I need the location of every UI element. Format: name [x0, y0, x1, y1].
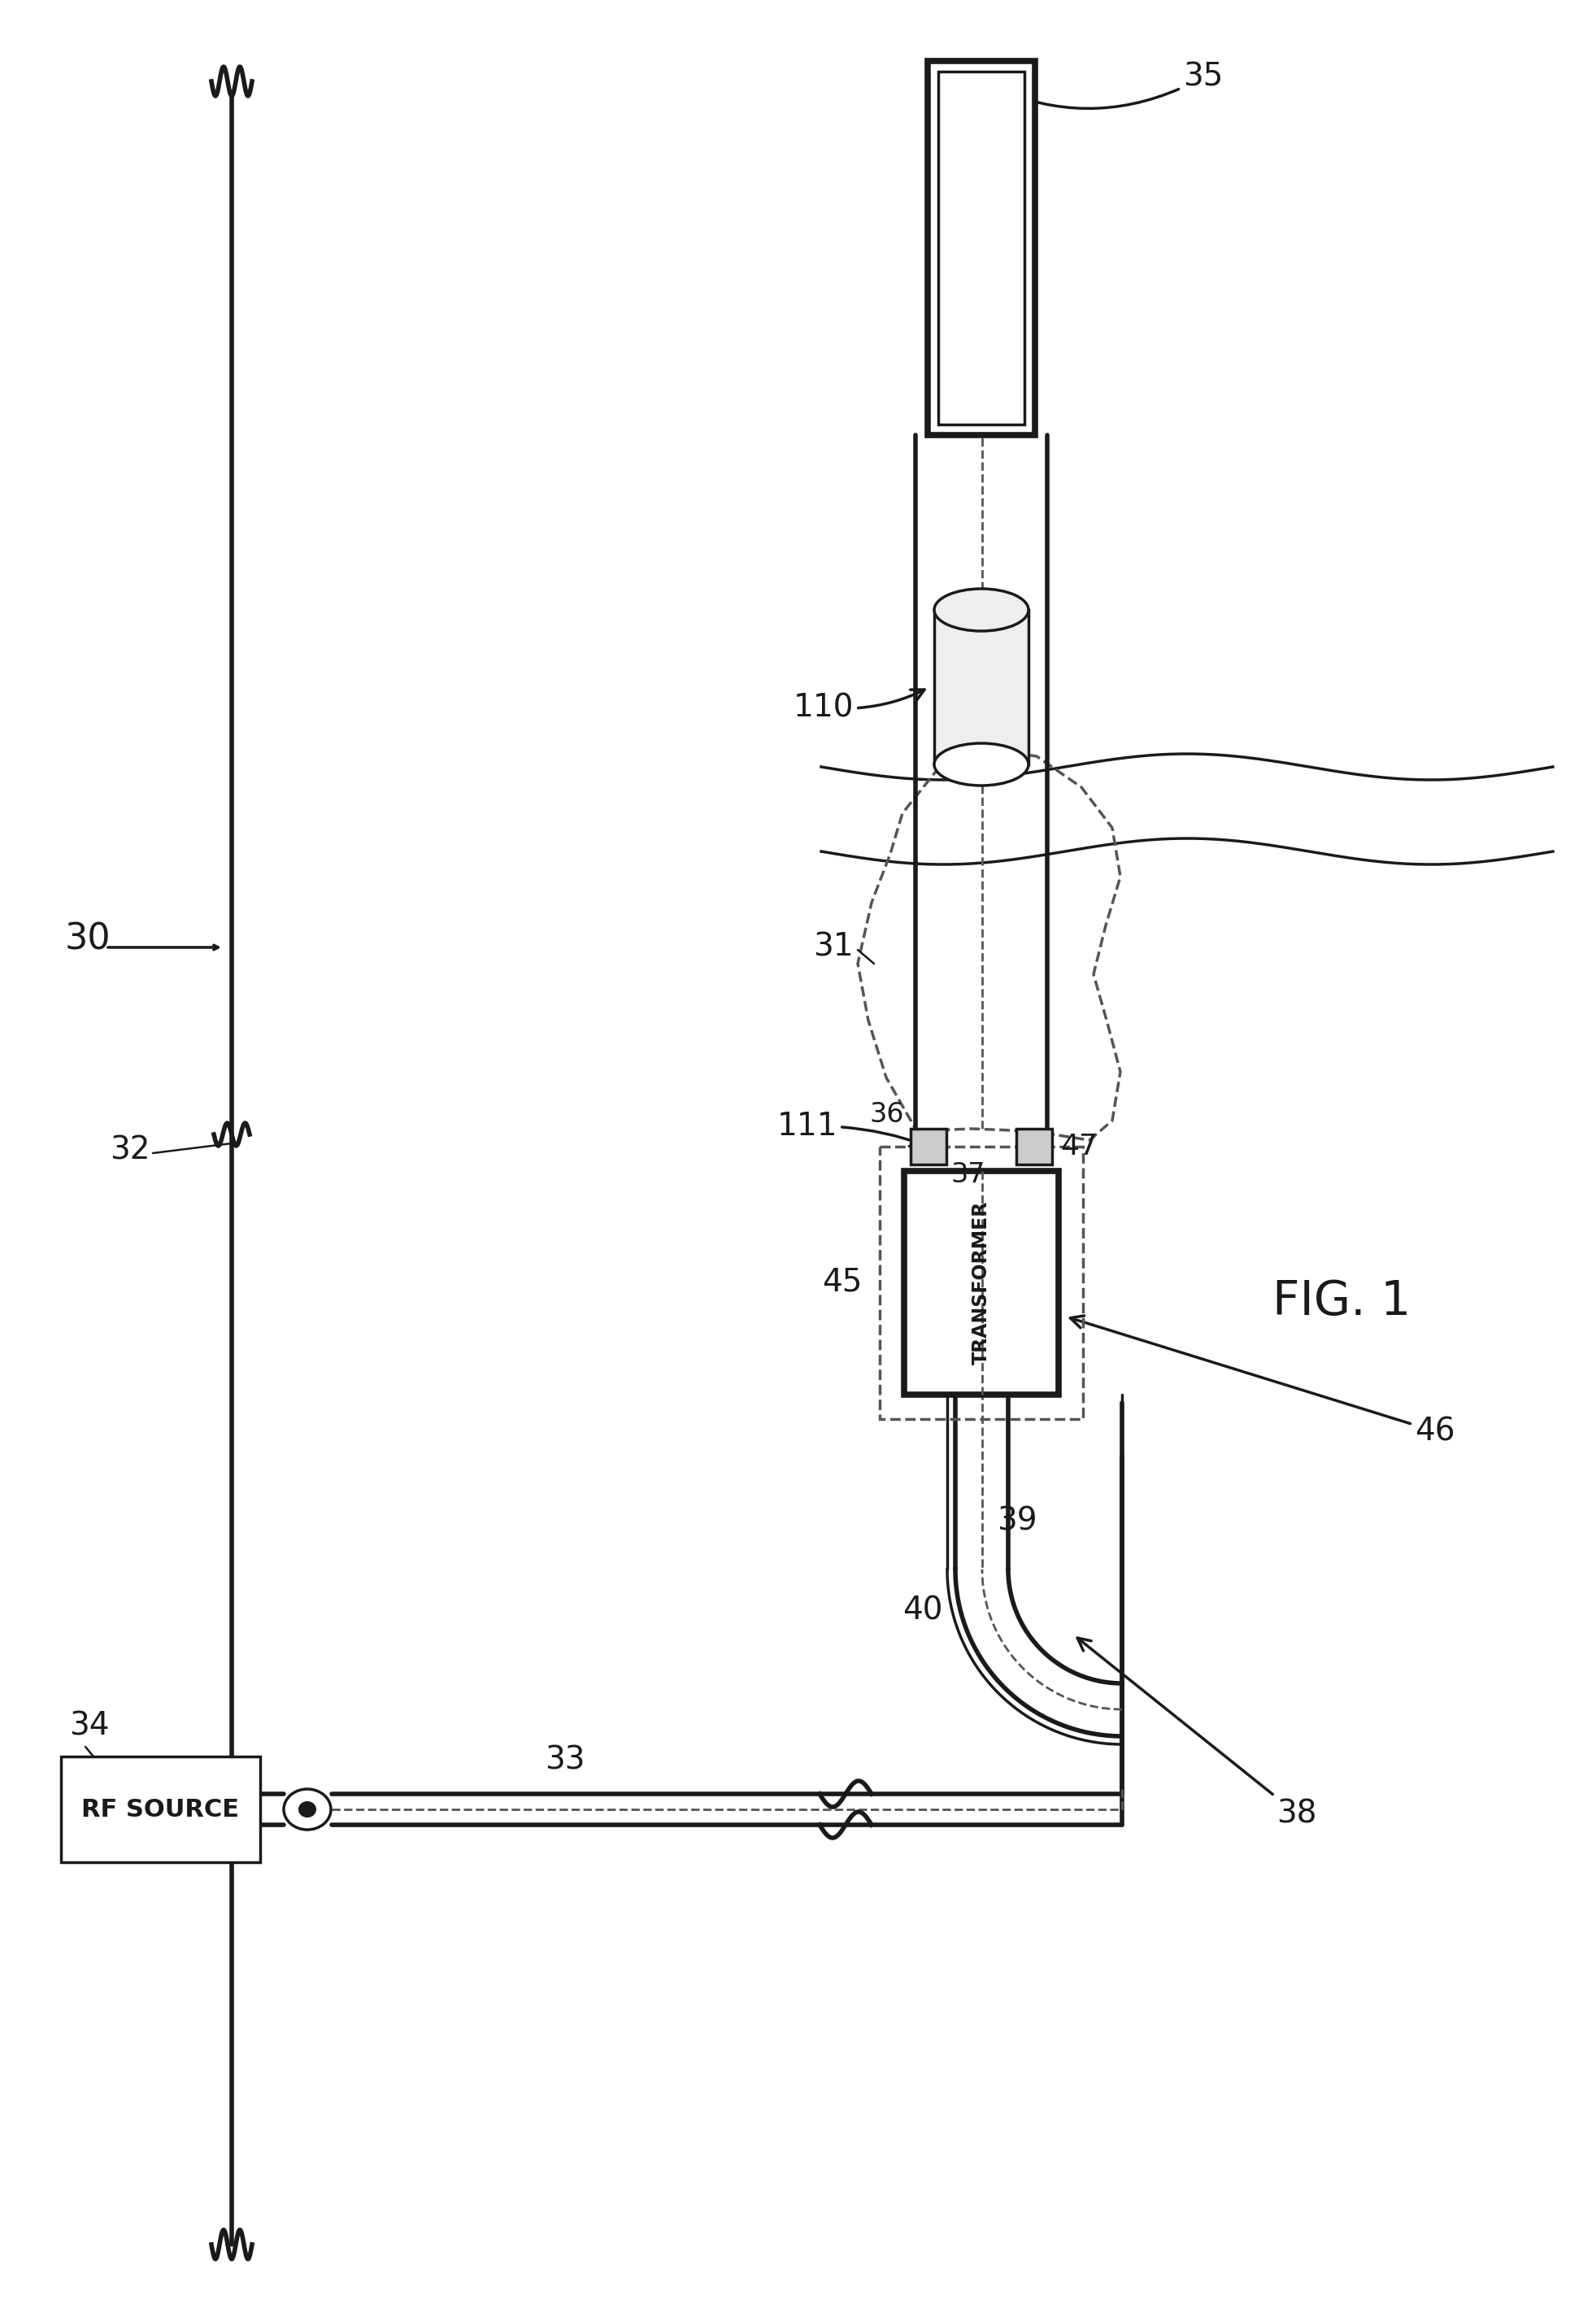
Text: 36: 36	[870, 1100, 903, 1128]
Text: 32: 32	[110, 1135, 150, 1167]
Text: 34: 34	[69, 1709, 110, 1742]
Bar	[903, 1172, 1058, 1394]
Ellipse shape	[284, 1788, 330, 1830]
Text: 47: 47	[1060, 1133, 1098, 1160]
Text: 30: 30	[65, 922, 112, 957]
Bar	[61, 1756, 260, 1862]
Text: 111: 111	[777, 1112, 924, 1146]
Text: RF SOURCE: RF SOURCE	[81, 1797, 239, 1820]
Bar	[938, 72, 1025, 424]
Text: 45: 45	[822, 1267, 862, 1297]
Text: 46: 46	[1071, 1315, 1456, 1448]
Bar	[927, 60, 1034, 435]
Text: 40: 40	[902, 1596, 943, 1626]
Text: 37: 37	[951, 1160, 985, 1188]
Text: 35: 35	[994, 63, 1223, 109]
Bar	[911, 1128, 946, 1165]
Ellipse shape	[934, 743, 1028, 785]
Text: 33: 33	[544, 1746, 586, 1776]
Text: 38: 38	[1077, 1637, 1317, 1830]
Ellipse shape	[934, 588, 1028, 630]
Text: 110: 110	[793, 690, 924, 723]
Text: TRANSFORMER: TRANSFORMER	[972, 1200, 991, 1364]
Bar	[934, 609, 1028, 764]
Ellipse shape	[298, 1802, 316, 1816]
Text: FIG. 1: FIG. 1	[1272, 1278, 1411, 1325]
Bar	[1017, 1128, 1052, 1165]
Bar	[879, 1146, 1084, 1420]
Text: 31: 31	[814, 931, 854, 963]
Text: 39: 39	[998, 1505, 1037, 1536]
